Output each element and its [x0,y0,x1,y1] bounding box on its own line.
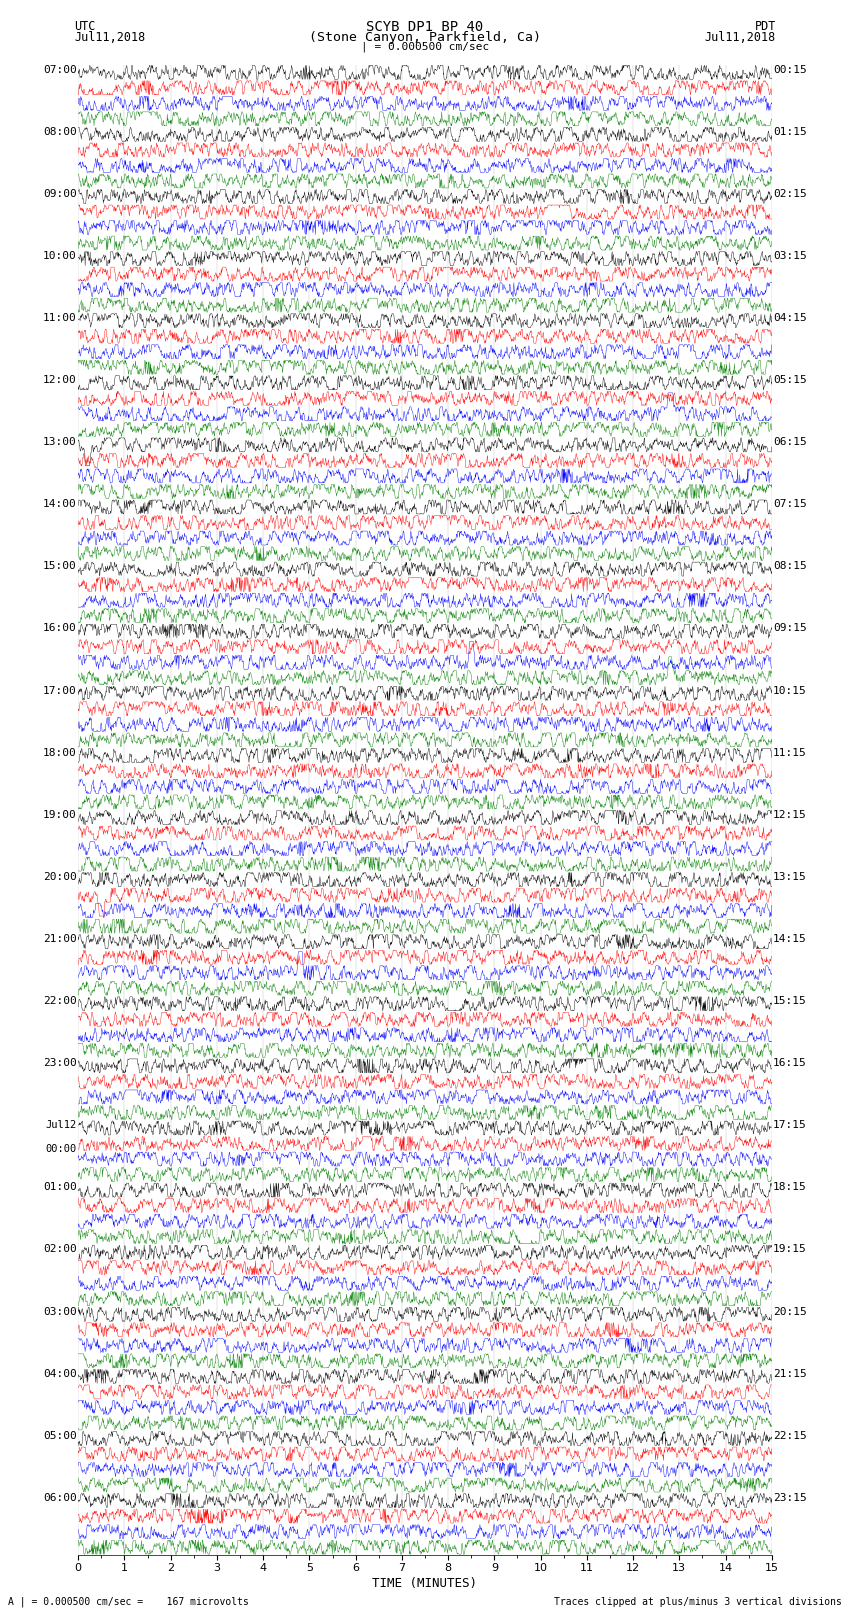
Text: Traces clipped at plus/minus 3 vertical divisions: Traces clipped at plus/minus 3 vertical … [553,1597,842,1607]
Text: 09:15: 09:15 [774,623,807,634]
Text: 17:00: 17:00 [43,686,76,695]
Text: 07:15: 07:15 [774,498,807,510]
Text: 13:15: 13:15 [774,871,807,882]
Text: 02:00: 02:00 [43,1245,76,1255]
Text: PDT: PDT [755,19,776,34]
Text: 15:15: 15:15 [774,997,807,1007]
Text: Jul11,2018: Jul11,2018 [74,31,145,44]
Text: 12:00: 12:00 [43,376,76,386]
Text: SCYB DP1 BP 40: SCYB DP1 BP 40 [366,19,484,34]
Text: 06:00: 06:00 [43,1494,76,1503]
Text: 05:15: 05:15 [774,376,807,386]
X-axis label: TIME (MINUTES): TIME (MINUTES) [372,1578,478,1590]
Text: 11:00: 11:00 [43,313,76,323]
Text: 08:00: 08:00 [43,127,76,137]
Text: 07:00: 07:00 [43,65,76,74]
Text: 13:00: 13:00 [43,437,76,447]
Text: 02:15: 02:15 [774,189,807,198]
Text: 22:00: 22:00 [43,997,76,1007]
Text: 05:00: 05:00 [43,1431,76,1440]
Text: 14:15: 14:15 [774,934,807,944]
Text: (Stone Canyon, Parkfield, Ca): (Stone Canyon, Parkfield, Ca) [309,31,541,44]
Text: A | = 0.000500 cm/sec =    167 microvolts: A | = 0.000500 cm/sec = 167 microvolts [8,1595,249,1607]
Text: 15:00: 15:00 [43,561,76,571]
Text: 12:15: 12:15 [774,810,807,819]
Text: 04:15: 04:15 [774,313,807,323]
Text: 16:15: 16:15 [774,1058,807,1068]
Text: 03:00: 03:00 [43,1307,76,1316]
Text: 03:15: 03:15 [774,252,807,261]
Text: 10:15: 10:15 [774,686,807,695]
Text: 23:00: 23:00 [43,1058,76,1068]
Text: 20:00: 20:00 [43,871,76,882]
Text: Jul12: Jul12 [46,1119,76,1131]
Text: 00:15: 00:15 [774,65,807,74]
Text: 01:15: 01:15 [774,127,807,137]
Text: 19:00: 19:00 [43,810,76,819]
Text: 01:00: 01:00 [43,1182,76,1192]
Text: UTC: UTC [74,19,95,34]
Text: 18:00: 18:00 [43,748,76,758]
Text: Jul11,2018: Jul11,2018 [705,31,776,44]
Text: 17:15: 17:15 [774,1119,807,1131]
Text: 08:15: 08:15 [774,561,807,571]
Text: 20:15: 20:15 [774,1307,807,1316]
Text: 14:00: 14:00 [43,498,76,510]
Text: 19:15: 19:15 [774,1245,807,1255]
Text: | = 0.000500 cm/sec: | = 0.000500 cm/sec [361,42,489,53]
Text: 10:00: 10:00 [43,252,76,261]
Text: 16:00: 16:00 [43,623,76,634]
Text: 06:15: 06:15 [774,437,807,447]
Text: 00:00: 00:00 [46,1144,76,1153]
Text: 22:15: 22:15 [774,1431,807,1440]
Text: 04:00: 04:00 [43,1368,76,1379]
Text: 23:15: 23:15 [774,1494,807,1503]
Text: 21:15: 21:15 [774,1368,807,1379]
Text: 11:15: 11:15 [774,748,807,758]
Text: 21:00: 21:00 [43,934,76,944]
Text: 18:15: 18:15 [774,1182,807,1192]
Text: 09:00: 09:00 [43,189,76,198]
